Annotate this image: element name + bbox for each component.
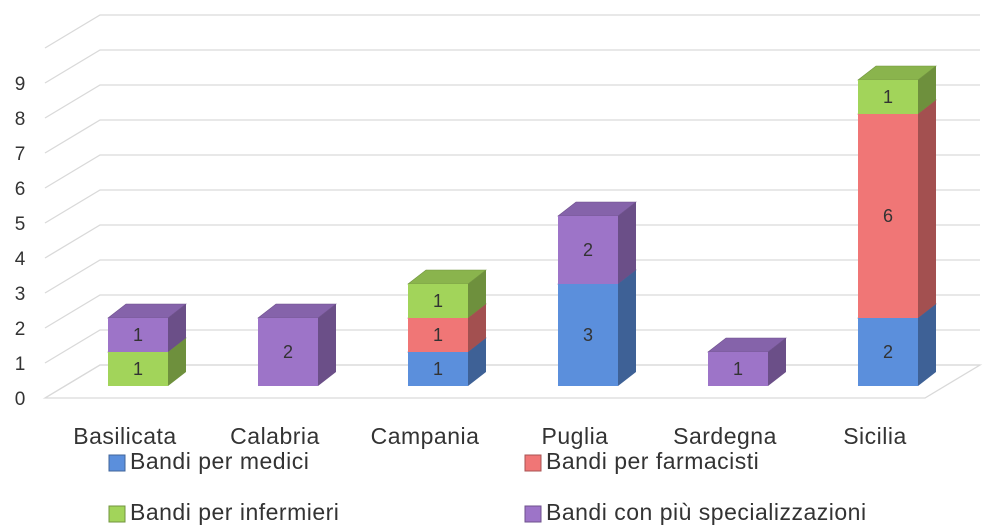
bar-side (468, 304, 486, 352)
bar-side (768, 338, 786, 386)
bar (858, 114, 918, 318)
bar (108, 318, 168, 352)
bar-side (618, 202, 636, 284)
legend-swatch (108, 505, 126, 523)
bar-segment: 1 (707, 337, 787, 386)
x-tick-label: Puglia (542, 423, 609, 449)
legend-swatch (524, 454, 542, 472)
data-label: 1 (133, 359, 143, 379)
bar-segment: 1 (857, 65, 937, 114)
legend-label: Bandi per farmacisti (546, 448, 759, 474)
bar-side (918, 304, 936, 386)
legend-label: Bandi per medici (130, 448, 309, 474)
bar-side (318, 304, 336, 386)
y-tick-label: 0 (15, 389, 26, 410)
bar-segment: 3 (557, 269, 637, 386)
bar (408, 318, 468, 352)
legend-swatch (108, 454, 126, 472)
bar-segment: 6 (857, 99, 937, 318)
bar (408, 352, 468, 386)
bar (108, 352, 168, 386)
legend-label: Bandi per infermieri (130, 499, 339, 525)
bar-side (918, 100, 936, 318)
bar (858, 318, 918, 386)
data-label: 1 (883, 87, 893, 107)
y-tick-label: 7 (15, 144, 26, 165)
y-tick-label: 6 (15, 179, 26, 200)
y-tick-label: 3 (15, 284, 26, 305)
frame-line (44, 14, 980, 49)
x-tick-label: Sicilia (843, 423, 907, 449)
x-tick-label: Calabria (230, 423, 320, 449)
bar (408, 284, 468, 318)
bar-side (468, 270, 486, 318)
bar-segment: 2 (557, 201, 637, 284)
bar (258, 318, 318, 386)
grid-line (44, 154, 980, 189)
bar-side (918, 66, 936, 114)
grid-line (44, 259, 980, 294)
legend-label: Bandi con più specializzazioni (546, 499, 867, 525)
x-tick-label: Basilicata (73, 423, 176, 449)
y-tick-label: 8 (15, 109, 26, 130)
grid-line (44, 224, 980, 259)
grid-line (44, 49, 980, 84)
bar (558, 216, 618, 284)
data-label: 1 (433, 325, 443, 345)
grid-line (44, 84, 980, 119)
grid-line (44, 189, 980, 224)
legend-swatch (524, 505, 542, 523)
grid-line (44, 294, 980, 329)
data-label: 2 (883, 342, 893, 362)
y-tick-label: 4 (15, 249, 26, 270)
y-tick-label: 2 (15, 319, 26, 340)
bar-segment: 2 (257, 303, 337, 386)
x-tick-label: Campania (371, 423, 480, 449)
data-label: 2 (583, 240, 593, 260)
bar (858, 80, 918, 114)
data-label: 6 (883, 206, 893, 226)
y-tick-label: 5 (15, 214, 26, 235)
bar-segment: 1 (407, 269, 487, 318)
bar-side (618, 270, 636, 386)
bar-side (468, 338, 486, 386)
bar-side (168, 304, 186, 352)
bar-side (168, 338, 186, 386)
bar (558, 284, 618, 386)
data-label: 1 (433, 291, 443, 311)
data-label: 1 (733, 359, 743, 379)
y-tick-label: 1 (15, 354, 26, 375)
data-label: 1 (133, 325, 143, 345)
data-label: 1 (433, 359, 443, 379)
data-label: 2 (283, 342, 293, 362)
bar-segment: 1 (107, 303, 187, 352)
bar (708, 352, 768, 386)
x-tick-label: Sardegna (673, 423, 777, 449)
grid-line (44, 119, 980, 154)
grid-line (44, 329, 980, 364)
grid-line (44, 364, 980, 399)
y-tick-label: 9 (15, 74, 26, 95)
data-label: 3 (583, 325, 593, 345)
